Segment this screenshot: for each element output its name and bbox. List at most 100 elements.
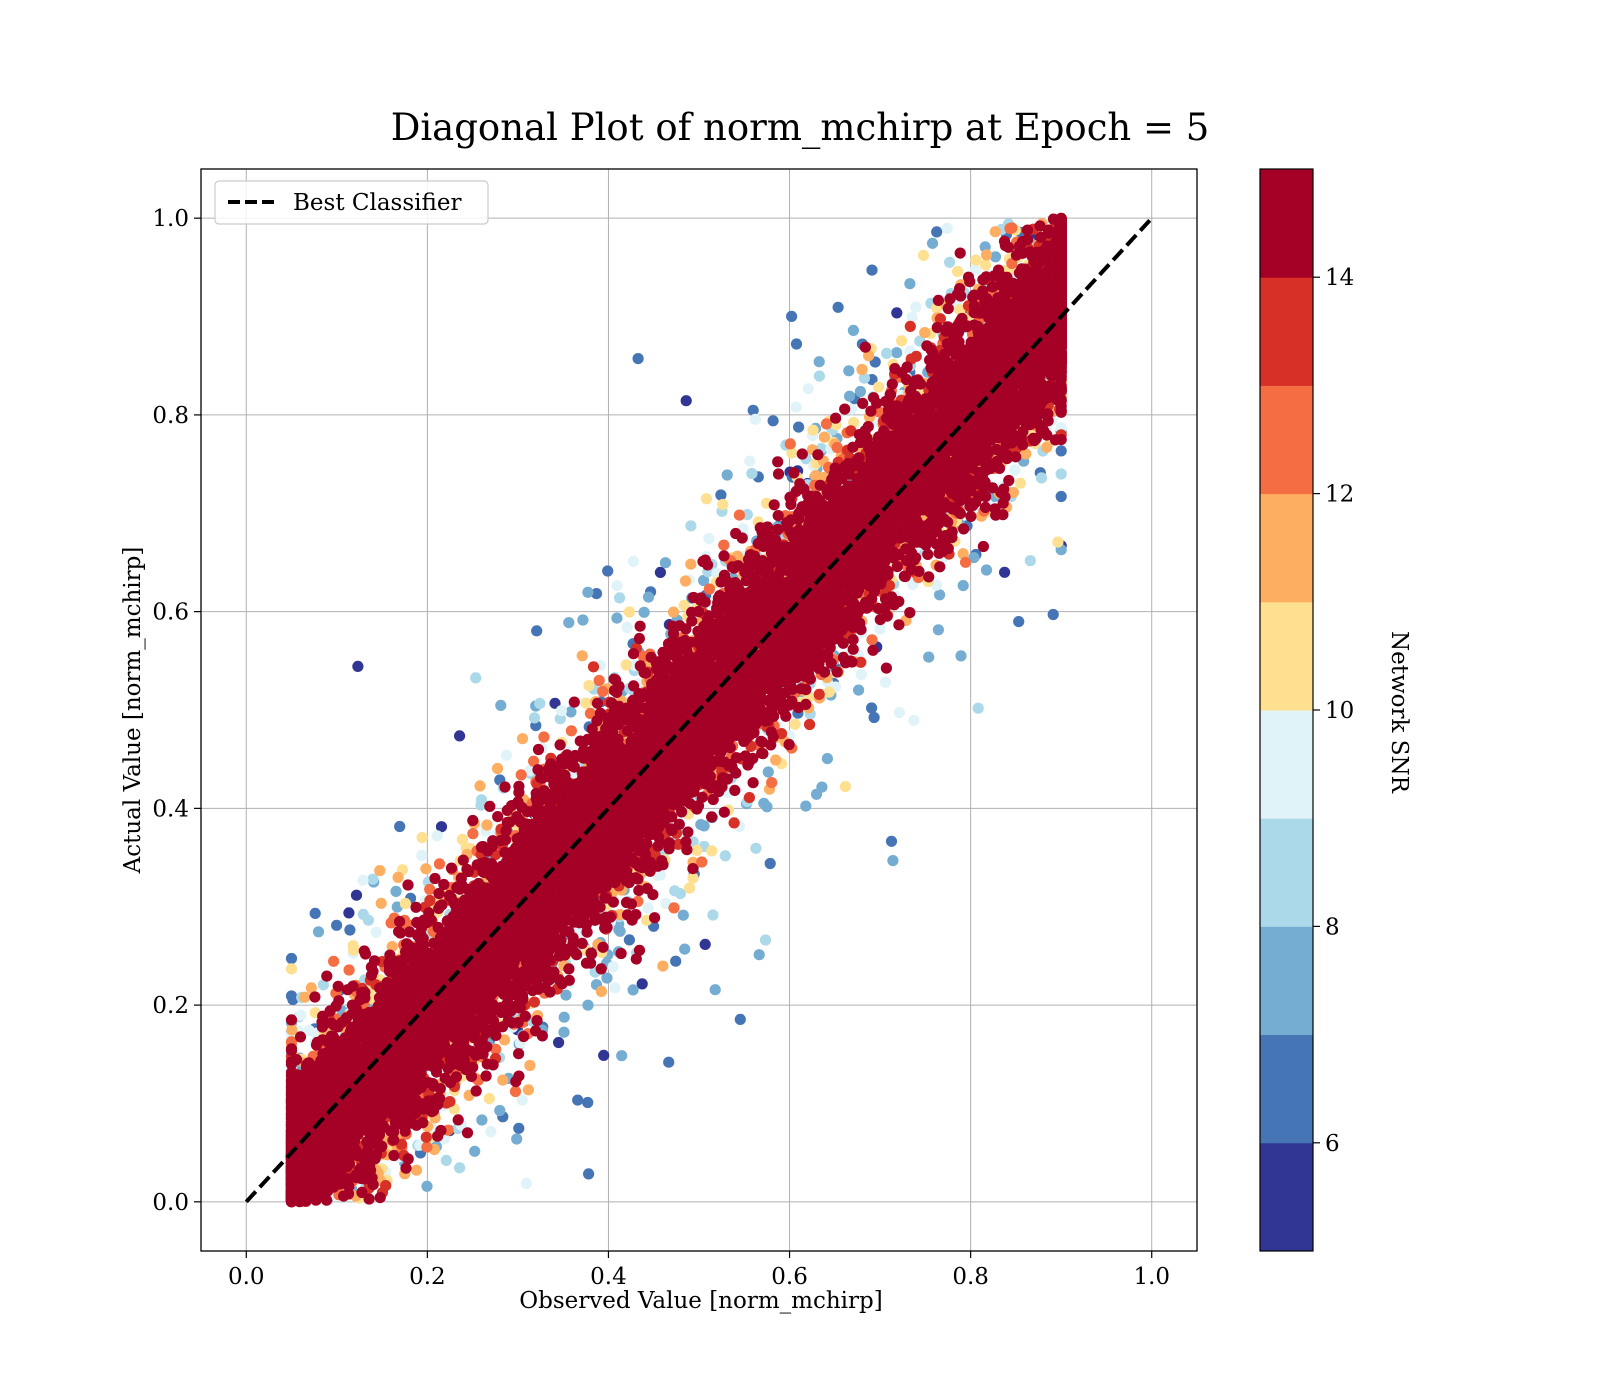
scatter-point bbox=[623, 934, 636, 946]
scatter-point bbox=[1035, 472, 1048, 484]
scatter-point bbox=[866, 702, 878, 714]
scatter-point bbox=[331, 919, 343, 931]
scatter-point bbox=[793, 421, 805, 433]
chart-title: Diagonal Plot of norm_mchirp at Epoch = … bbox=[391, 106, 1210, 150]
scatter-point bbox=[553, 1036, 565, 1049]
scatter-point bbox=[959, 556, 972, 568]
scatter-point bbox=[305, 982, 317, 994]
scatter-point bbox=[601, 972, 613, 984]
scatter-point bbox=[669, 885, 681, 897]
scatter-point bbox=[709, 984, 721, 996]
scatter-point bbox=[627, 555, 640, 567]
scatter-point bbox=[831, 441, 843, 454]
scatter-point bbox=[879, 676, 892, 688]
scatter-point bbox=[424, 883, 436, 895]
scatter-point bbox=[483, 1093, 495, 1105]
scatter-point bbox=[598, 1049, 610, 1061]
scatter-point bbox=[522, 1084, 535, 1096]
scatter-point bbox=[954, 304, 966, 316]
scatter-point bbox=[632, 353, 644, 365]
scatter-point bbox=[972, 702, 984, 714]
scatter-point bbox=[555, 705, 568, 717]
scatter-point bbox=[941, 222, 953, 234]
scatter-point bbox=[394, 820, 406, 833]
scatter-point bbox=[500, 749, 512, 761]
scatter-point bbox=[620, 659, 632, 671]
scatter-point bbox=[515, 769, 527, 781]
scatter-point bbox=[416, 849, 428, 862]
scatter-point bbox=[597, 685, 609, 698]
scatter-point bbox=[750, 842, 762, 854]
scatter-point bbox=[759, 934, 772, 946]
scatter-point bbox=[855, 668, 867, 681]
scatter-point bbox=[989, 251, 1002, 263]
scatter-point bbox=[910, 301, 922, 313]
scatter-point bbox=[476, 1114, 488, 1126]
scatter-point bbox=[839, 781, 852, 793]
scatter-point bbox=[435, 821, 448, 833]
scatter-point bbox=[957, 580, 969, 592]
scatter-point bbox=[611, 612, 623, 624]
scatter-point bbox=[583, 1168, 595, 1180]
scatter-point bbox=[582, 1096, 594, 1109]
scatter-point bbox=[1007, 486, 1020, 498]
scatter-point bbox=[680, 395, 692, 407]
scatter-point bbox=[602, 565, 614, 577]
scatter-point bbox=[707, 909, 719, 921]
scatter-point bbox=[584, 707, 597, 720]
scatter-point bbox=[698, 574, 710, 587]
scatter-point bbox=[813, 356, 825, 368]
scatter-point bbox=[343, 907, 355, 919]
scatter-point bbox=[659, 557, 672, 569]
scatter-point bbox=[357, 874, 369, 886]
scatter-point bbox=[728, 817, 740, 829]
scatter-point bbox=[577, 614, 589, 626]
scatter-point bbox=[955, 650, 967, 662]
scatter-point bbox=[1020, 448, 1032, 460]
scatter-point bbox=[367, 873, 379, 885]
scatter-point bbox=[558, 1011, 570, 1023]
scatter-point bbox=[623, 606, 636, 618]
scatter-point bbox=[352, 660, 364, 673]
scatter-point bbox=[717, 498, 729, 511]
scatter-point bbox=[375, 897, 387, 909]
scatter-point bbox=[654, 566, 667, 579]
scatter-point bbox=[576, 650, 588, 662]
scatter-point bbox=[700, 493, 713, 505]
scatter-point bbox=[970, 254, 982, 266]
scatter-point bbox=[896, 335, 908, 347]
scatter-point bbox=[668, 902, 680, 914]
scatter-point bbox=[520, 1177, 533, 1189]
scatter-point bbox=[636, 978, 648, 990]
scatter-point bbox=[470, 672, 482, 684]
scatter-point bbox=[475, 799, 487, 811]
scatter-point bbox=[684, 882, 696, 894]
scatter-point bbox=[932, 624, 945, 636]
scatter-point bbox=[509, 1085, 522, 1098]
scatter-point bbox=[923, 651, 935, 663]
scatter-point bbox=[299, 991, 311, 1003]
scatter-point bbox=[786, 310, 798, 322]
scatter-point bbox=[866, 264, 878, 276]
scatter-point bbox=[931, 226, 943, 238]
scatter-point bbox=[1055, 445, 1067, 457]
scatter-point bbox=[563, 617, 575, 629]
scatter-point bbox=[582, 999, 594, 1011]
scatter-point bbox=[944, 256, 956, 268]
scatter-point bbox=[893, 706, 906, 719]
scatter-point bbox=[784, 438, 796, 450]
scatter-point bbox=[679, 575, 692, 587]
scatter-point bbox=[813, 370, 826, 382]
scatter-point bbox=[764, 857, 776, 870]
scatter-point bbox=[295, 1009, 307, 1021]
scatter-point bbox=[524, 1059, 536, 1072]
scatter-point bbox=[746, 467, 758, 480]
scatter-point bbox=[621, 621, 633, 634]
scatter-point bbox=[873, 381, 885, 393]
scatter-point bbox=[495, 699, 507, 712]
scatter-point bbox=[286, 1024, 298, 1036]
scatter-point bbox=[328, 955, 340, 967]
scatter-point bbox=[847, 324, 860, 336]
scatter-point bbox=[968, 552, 980, 564]
scatter-point bbox=[456, 833, 468, 846]
